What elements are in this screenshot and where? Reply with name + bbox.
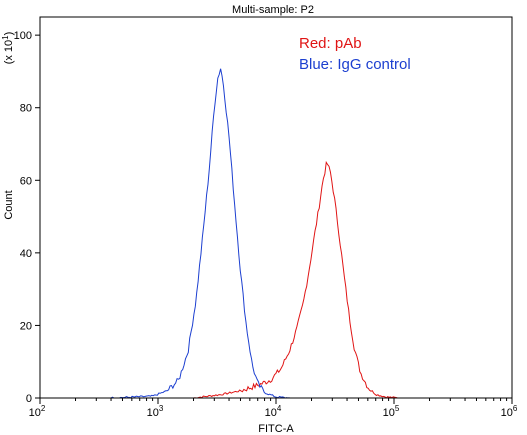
x-tick-base: 10 xyxy=(147,407,159,419)
y-tick-label: 40 xyxy=(20,248,32,260)
x-tick-label: 106 xyxy=(501,404,518,419)
histogram-series-line xyxy=(110,68,290,399)
histogram-series-line xyxy=(193,160,399,399)
y-tick-label: 60 xyxy=(20,175,32,187)
x-axis-label: FITC-A xyxy=(258,423,294,435)
x-tick-exp: 5 xyxy=(395,404,400,413)
y-multiplier-exp: 1 xyxy=(1,35,10,40)
chart-title: Multi-sample: P2 xyxy=(232,4,314,16)
y-tick-label: 100 xyxy=(14,30,32,42)
legend: Red: pAb Blue: IgG control xyxy=(299,35,411,73)
x-tick-label: 104 xyxy=(265,404,282,419)
x-tick-label: 105 xyxy=(383,404,400,419)
y-multiplier-close: ) xyxy=(3,32,15,36)
y-axis-label: Count xyxy=(3,190,15,219)
x-tick-exp: 3 xyxy=(159,404,164,413)
x-tick-base: 10 xyxy=(383,407,395,419)
x-tick-exp: 4 xyxy=(277,404,282,413)
x-tick-label: 103 xyxy=(147,404,164,419)
y-multiplier-base: (x 10 xyxy=(3,40,15,64)
x-tick-base: 10 xyxy=(29,407,41,419)
legend-entry: Blue: IgG control xyxy=(299,56,411,73)
y-tick-label: 0 xyxy=(26,393,32,405)
y-tick-label: 80 xyxy=(20,103,32,115)
x-tick-label: 102 xyxy=(29,404,46,419)
legend-entry: Red: pAb xyxy=(299,35,362,52)
x-tick-base: 10 xyxy=(501,407,513,419)
x-tick-exp: 6 xyxy=(513,404,518,413)
y-multiplier-label: (x 101) xyxy=(1,32,15,65)
plot-frame xyxy=(39,16,513,399)
x-tick-exp: 2 xyxy=(41,404,46,413)
x-tick-base: 10 xyxy=(265,407,277,419)
y-tick-label: 20 xyxy=(20,320,32,332)
data-layer xyxy=(110,68,399,399)
